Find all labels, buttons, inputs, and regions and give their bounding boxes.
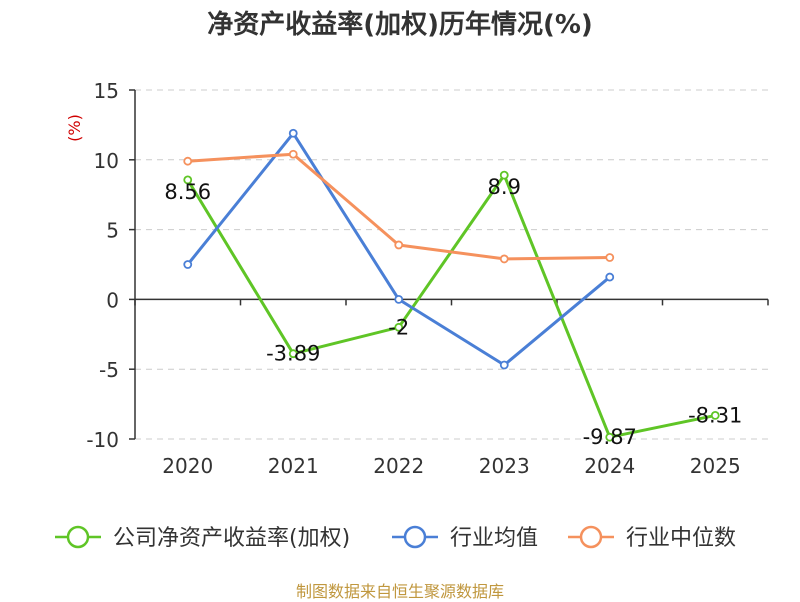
y-tick-label: 15 [94,79,119,103]
series-line [186,173,716,439]
data-labels: 8.56 -3.89 -2 8.9 -9.87 -8.31 [164,175,742,449]
y-tick-label: -5 [99,358,119,382]
data-label: -9.87 [583,425,637,449]
legend-label: 行业均值 [450,526,538,551]
axes: 15 10 5 0 -5 -10 2020 2021 2022 2023 2024 2025 [86,79,769,478]
data-point [394,322,404,332]
data-point [183,175,193,185]
legend-item[interactable]: 行业均值 [392,525,538,551]
y-tick-label: 5 [106,219,119,243]
legend-marker [66,525,90,549]
legend-label: 公司净资产收益率(加权) [113,526,350,551]
chart-title: 净资产收益率(加权)历年情况(%) [207,10,593,40]
data-point [394,294,404,304]
data-point [605,253,615,262]
x-tick-label: 2020 [162,454,213,478]
data-point [183,260,193,269]
data-point [499,254,509,264]
data-label: -8.31 [688,403,742,427]
x-tick-label: 2022 [373,454,424,478]
data-point [183,156,193,166]
x-tick-label: 2021 [268,454,319,478]
y-tick-label: 10 [94,149,119,173]
data-label: -2 [388,315,409,339]
data-point [288,149,298,159]
x-tick-label: 2025 [690,454,741,478]
legend-marker [579,525,603,549]
x-tick-label: 2023 [479,454,530,478]
data-point [288,128,298,138]
legend-label: 行业中位数 [626,526,736,551]
data-label: 8.56 [164,180,211,204]
source-credit: 制图数据来自恒生聚源数据库 [295,582,504,601]
legend-item[interactable]: 行业中位数 [568,525,736,551]
series-lines [183,128,720,442]
data-label: 8.9 [488,175,521,199]
data-point [605,272,615,282]
grid-lines [135,89,768,440]
data-label: -3.89 [266,342,320,366]
y-axis-unit-label: (%) [65,114,84,142]
y-tick-label: 0 [106,288,119,312]
legend[interactable]: 公司净资产收益率(加权) 行业均值 行业中位数 [55,525,736,551]
data-point [288,349,298,359]
data-point [499,360,509,370]
data-point [605,432,615,442]
legend-marker [403,525,427,549]
data-point [499,170,509,180]
x-tick-label: 2024 [584,454,635,478]
data-point [394,240,404,250]
data-point [710,411,720,420]
y-tick-label: -10 [86,428,119,452]
legend-item[interactable]: 公司净资产收益率(加权) [55,525,350,551]
